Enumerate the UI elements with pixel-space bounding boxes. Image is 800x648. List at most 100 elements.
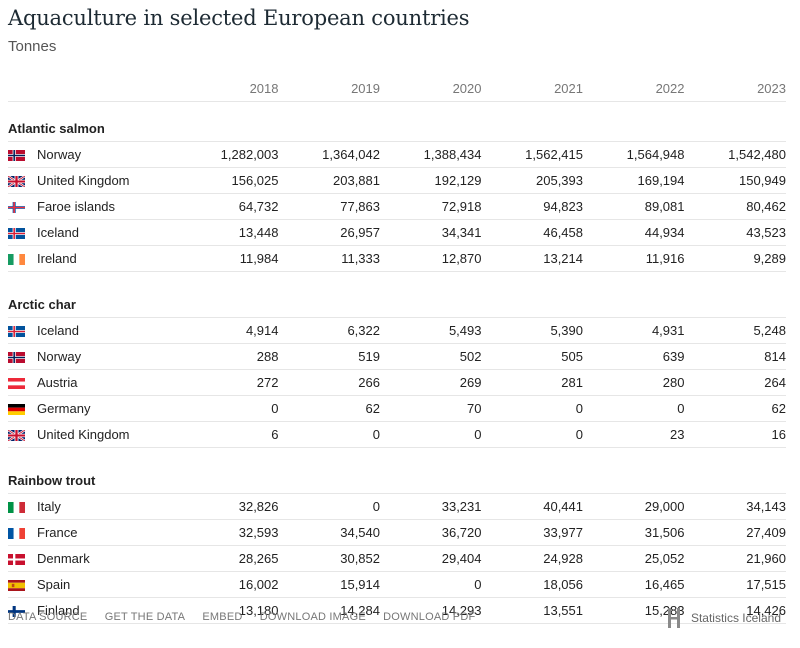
column-header-2018: 2018 (177, 76, 279, 102)
united-kingdom-flag-icon (7, 175, 26, 188)
value-cell-2018: 13,448 (177, 219, 279, 246)
value-cell-2020: 34,341 (380, 219, 482, 246)
section-row-arctic-char: Arctic char (8, 278, 786, 318)
value-cell-2018: 28,265 (177, 545, 279, 572)
table-row: France 32,593 34,540 36,720 33,977 31,506 27,4… (8, 519, 786, 546)
value-cell-2018: 11,984 (177, 245, 279, 272)
brand[interactable]: Statistics Iceland (663, 606, 781, 630)
page-subtitle: Tonnes (8, 38, 57, 55)
country-label: Finland (37, 597, 177, 624)
value-cell-2023: 17,515 (684, 571, 786, 598)
value-cell-2023: 21,960 (684, 545, 786, 572)
value-cell-2019: 34,540 (278, 519, 380, 546)
value-cell-2020: 0 (380, 571, 482, 598)
value-cell-2021: 0 (481, 395, 583, 422)
value-cell-2020: 29,404 (380, 545, 482, 572)
download-pdf-link[interactable]: DOWNLOAD PDF (383, 611, 476, 623)
value-cell-2023: 1,542,480 (684, 141, 786, 168)
download-image-link[interactable]: DOWNLOAD IMAGE (259, 611, 366, 623)
column-header-2021: 2021 (481, 76, 583, 102)
value-cell-2020: 0 (380, 421, 482, 448)
section-label: Arctic char (8, 278, 786, 318)
value-cell-2019: 26,957 (278, 219, 380, 246)
footer-links: DATA SOURCE GET THE DATA EMBED DOWNLOAD … (8, 611, 489, 623)
section-row-rainbow-trout: Rainbow trout (8, 454, 786, 494)
value-cell-2020: 1,388,434 (380, 141, 482, 168)
country-label: United Kingdom (37, 167, 177, 194)
table-row: United Kingdom 156,025 203,881 192,129 205,3… (7, 167, 786, 194)
value-cell-2021: 13,551 (481, 597, 583, 624)
value-cell-2020: 192,129 (380, 167, 482, 194)
italy-flag-icon (8, 501, 25, 514)
value-cell-2022: 29,000 (583, 493, 685, 520)
value-cell-2023: 27,409 (684, 519, 786, 546)
flag-cell (7, 167, 37, 194)
value-cell-2020: 70 (380, 395, 482, 422)
value-cell-2021: 505 (481, 343, 583, 370)
value-cell-2018: 156,025 (177, 167, 279, 194)
value-cell-2022: 169,194 (583, 167, 685, 194)
value-cell-2019: 77,863 (278, 193, 380, 220)
france-flag-icon (8, 527, 25, 540)
value-cell-2022: 31,506 (583, 519, 685, 546)
value-cell-2021: 5,390 (481, 317, 583, 344)
value-cell-2020: 502 (380, 343, 482, 370)
country-label: Austria (37, 369, 177, 396)
value-cell-2021: 33,977 (481, 519, 583, 546)
flag-cell (8, 519, 37, 546)
flag-cell (8, 597, 37, 624)
value-cell-2019: 0 (278, 421, 380, 448)
value-cell-2022: 639 (583, 343, 685, 370)
flag-cell (8, 141, 37, 168)
flag-cell (8, 219, 37, 246)
norway-flag-icon (8, 149, 25, 162)
column-header-2020: 2020 (380, 76, 482, 102)
embed-link[interactable]: EMBED (202, 611, 243, 623)
iceland-flag-icon (8, 325, 25, 338)
value-cell-2020: 269 (380, 369, 482, 396)
data-source-link[interactable]: DATA SOURCE (8, 611, 88, 623)
value-cell-2022: 11,916 (583, 245, 685, 272)
value-cell-2022: 1,564,948 (583, 141, 685, 168)
value-cell-2018: 32,826 (177, 493, 279, 520)
value-cell-2022: 4,931 (583, 317, 685, 344)
value-cell-2021: 24,928 (481, 545, 583, 572)
value-cell-2022: 280 (583, 369, 685, 396)
value-cell-2021: 13,214 (481, 245, 583, 272)
country-label: Norway (37, 141, 177, 168)
country-label: United Kingdom (37, 421, 177, 448)
flag-cell (8, 545, 37, 572)
value-cell-2022: 23 (583, 421, 685, 448)
table-row: Spain 16,002 15,914 0 18,056 16,465 17,515 (8, 571, 786, 598)
value-cell-2019: 1,364,042 (278, 141, 380, 168)
value-cell-2023: 264 (684, 369, 786, 396)
get-the-data-link[interactable]: GET THE DATA (104, 611, 186, 623)
table-row: Denmark 28,265 30,852 29,404 24,928 25,052 21,… (8, 545, 786, 572)
value-cell-2021: 94,823 (481, 193, 583, 220)
value-cell-2018: 6 (177, 421, 279, 448)
country-label: Germany (37, 395, 177, 422)
united-kingdom-flag-icon (7, 429, 26, 442)
value-cell-2021: 40,441 (481, 493, 583, 520)
value-cell-2023: 34,143 (684, 493, 786, 520)
value-cell-2020: 12,870 (380, 245, 482, 272)
value-cell-2021: 1,562,415 (481, 141, 583, 168)
value-cell-2019: 519 (278, 343, 380, 370)
value-cell-2022: 25,052 (583, 545, 685, 572)
value-cell-2018: 4,914 (177, 317, 279, 344)
statistics-iceland-logo-icon (667, 608, 680, 628)
country-label: Iceland (37, 317, 177, 344)
country-label: Denmark (37, 545, 177, 572)
value-cell-2023: 5,248 (684, 317, 786, 344)
value-cell-2018: 13,180 (177, 597, 279, 624)
table-row: United Kingdom 6 0 0 0 23 16 (7, 421, 786, 448)
iceland-flag-icon (8, 227, 25, 240)
austria-flag-icon (8, 377, 25, 390)
germany-flag-icon (8, 403, 25, 416)
value-cell-2019: 0 (278, 493, 380, 520)
section-row-atlantic-salmon: Atlantic salmon (8, 101, 786, 142)
value-cell-2018: 0 (177, 395, 279, 422)
country-label: Ireland (37, 245, 177, 272)
value-cell-2019: 15,914 (278, 571, 380, 598)
country-label: France (37, 519, 177, 546)
